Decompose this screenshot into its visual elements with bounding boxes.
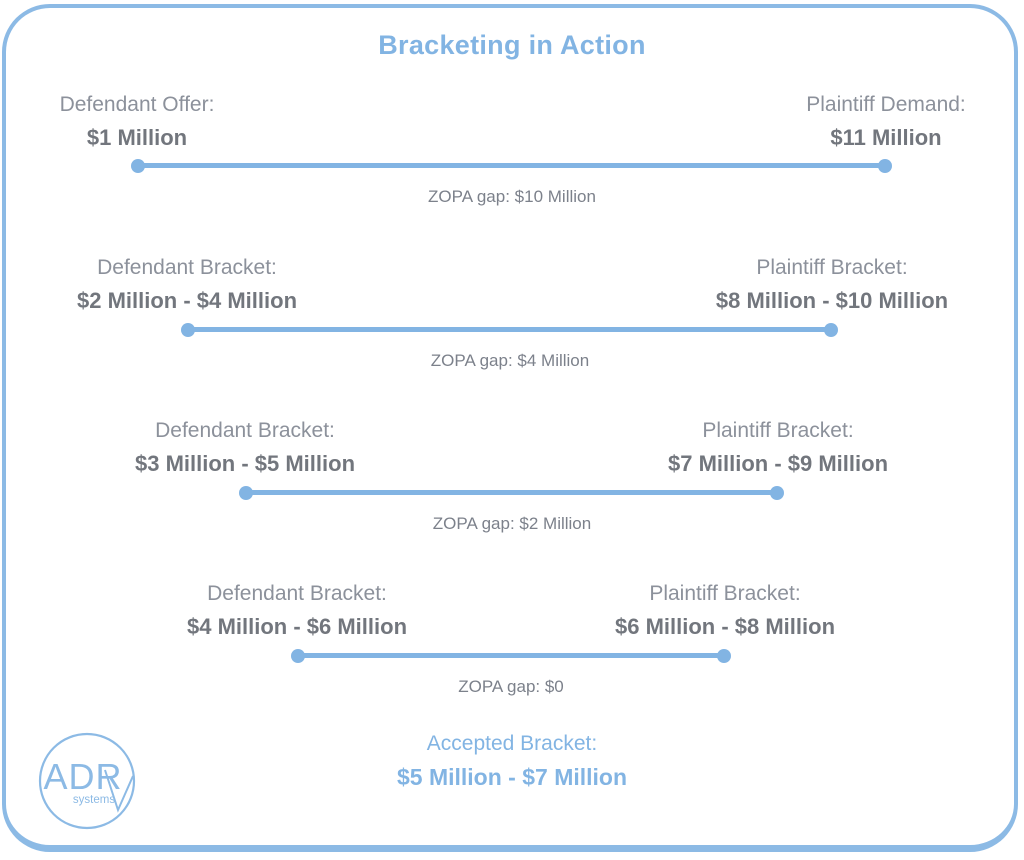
defendant-label: Defendant Bracket: xyxy=(207,582,387,605)
plaintiff-value: $6 Million - $8 Million xyxy=(614,614,836,639)
line-endpoint-dot-left xyxy=(181,322,195,337)
rounded-border-frame xyxy=(2,4,1018,852)
zopa-line xyxy=(181,322,838,337)
defendant-label: Defendant Bracket: xyxy=(155,419,335,442)
logo-adr-text: ADR xyxy=(43,756,122,797)
defendant-group: Defendant Offer: $1 Million xyxy=(0,92,347,152)
defendant-value: $2 Million - $4 Million xyxy=(76,288,298,313)
logo-r-leg-check xyxy=(104,769,134,813)
accepted-bracket-label: Accepted Bracket: xyxy=(426,732,598,755)
plaintiff-label: Plaintiff Demand: xyxy=(806,93,966,116)
adr-systems-logo: ADR systems xyxy=(38,732,136,830)
plaintiff-label: Plaintiff Bracket: xyxy=(649,582,801,605)
line-endpoint-dot-right xyxy=(770,485,784,500)
defendant-label: Defendant Offer: xyxy=(59,93,215,116)
plaintiff-group: Plaintiff Bracket: $8 Million - $10 Mill… xyxy=(622,255,1024,315)
plaintiff-label: Plaintiff Bracket: xyxy=(756,256,908,279)
line-endpoint-dot-right xyxy=(717,648,731,663)
line-endpoint-dot-right xyxy=(824,322,838,337)
defendant-group: Defendant Bracket: $3 Million - $5 Milli… xyxy=(35,418,455,478)
zopa-gap-label: ZOPA gap: $0 xyxy=(458,677,564,696)
plaintiff-value: $11 Million xyxy=(830,125,942,150)
logo-circle xyxy=(38,732,136,830)
defendant-value: $1 Million xyxy=(86,125,188,150)
line-endpoint-dot-left xyxy=(239,485,253,500)
defendant-group: Defendant Bracket: $4 Million - $6 Milli… xyxy=(87,581,507,641)
plaintiff-group: Plaintiff Bracket: $6 Million - $8 Milli… xyxy=(515,581,935,641)
plaintiff-label: Plaintiff Bracket: xyxy=(702,419,854,442)
plaintiff-group: Plaintiff Demand: $11 Million xyxy=(676,92,1024,152)
defendant-group: Defendant Bracket: $2 Million - $4 Milli… xyxy=(0,255,397,315)
zopa-gap-label: ZOPA gap: $10 Million xyxy=(428,187,596,206)
defendant-label: Defendant Bracket: xyxy=(97,256,277,279)
accepted-bracket-value: $5 Million - $7 Million xyxy=(396,764,628,790)
line-endpoint-dot-right xyxy=(878,158,892,173)
zopa-line xyxy=(131,158,892,173)
plaintiff-value: $8 Million - $10 Million xyxy=(715,288,949,313)
plaintiff-value: $7 Million - $9 Million xyxy=(667,451,889,476)
defendant-value: $4 Million - $6 Million xyxy=(186,614,408,639)
page-title: Bracketing in Action xyxy=(378,30,646,60)
line-endpoint-dot-left xyxy=(131,158,145,173)
line-endpoint-dot-left xyxy=(291,648,305,663)
zopa-line xyxy=(291,648,731,663)
zopa-line xyxy=(239,485,784,500)
zopa-gap-label: ZOPA gap: $4 Million xyxy=(430,351,590,370)
zopa-gap-label: ZOPA gap: $2 Million xyxy=(432,514,592,533)
plaintiff-group: Plaintiff Bracket: $7 Million - $9 Milli… xyxy=(568,418,988,478)
defendant-value: $3 Million - $5 Million xyxy=(134,451,356,476)
logo-systems-text: systems xyxy=(73,794,115,806)
accepted-bracket-group: Accepted Bracket: $5 Million - $7 Millio… xyxy=(0,731,1024,791)
